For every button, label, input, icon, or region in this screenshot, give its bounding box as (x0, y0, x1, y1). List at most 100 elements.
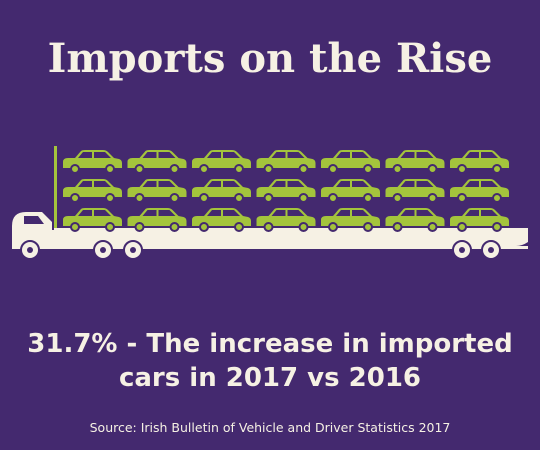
car-window (78, 181, 92, 187)
car-window (207, 152, 221, 158)
car-window (271, 152, 286, 158)
car-window (416, 210, 434, 216)
car-window (287, 210, 305, 216)
car-icon (385, 179, 445, 203)
car-window (94, 152, 111, 158)
car-wheel (199, 222, 209, 232)
car-window (271, 210, 286, 216)
car-wheel (134, 222, 145, 232)
car-window (416, 152, 434, 158)
title: Imports on the Rise (48, 35, 493, 82)
car-wheel (492, 193, 502, 203)
car-rack (63, 150, 509, 232)
car-icon (321, 208, 380, 232)
truck-illustration (12, 146, 528, 249)
car-wheel (298, 164, 309, 174)
car-window (400, 210, 415, 216)
car-window (223, 210, 240, 216)
car-icon (192, 179, 251, 203)
car-wheel (392, 222, 403, 232)
wheel-hub (130, 247, 136, 253)
car-window (481, 210, 498, 216)
car-wheel (169, 222, 180, 232)
car-window (336, 152, 350, 158)
source: Source: Irish Bulletin of Vehicle and Dr… (90, 420, 451, 435)
car-icon (256, 208, 316, 232)
car-icon (192, 208, 251, 232)
car-window (142, 152, 157, 158)
car-icon (192, 150, 251, 174)
bed-bottom (12, 246, 528, 249)
car-wheel (298, 222, 309, 232)
car-window (223, 152, 240, 158)
car-window (207, 181, 221, 187)
car-wheel (328, 193, 338, 203)
car-wheel (363, 193, 373, 203)
wheel-hub (488, 247, 494, 253)
wheel-hub (27, 247, 33, 253)
car-wheel (427, 193, 438, 203)
truck-wheels (20, 240, 501, 260)
car-wheel (105, 222, 115, 232)
car-window (142, 210, 157, 216)
car-window (400, 181, 415, 187)
car-wheel (105, 193, 115, 203)
car-window (142, 181, 157, 187)
car-window (271, 181, 286, 187)
car-window (207, 210, 221, 216)
car-icon (385, 150, 445, 174)
car-icon (63, 179, 122, 203)
car-icon (256, 150, 316, 174)
car-icon (127, 179, 187, 203)
car-window (78, 210, 92, 216)
wheel-hub (100, 247, 106, 253)
car-icon (127, 150, 187, 174)
car-wheel (70, 164, 80, 174)
headline-line: 31.7% - The increase in imported (27, 329, 512, 359)
car-wheel (234, 222, 244, 232)
car-window (223, 181, 240, 187)
car-icon (127, 208, 187, 232)
car-wheel (105, 164, 115, 174)
car-icon (450, 208, 509, 232)
car-window (352, 181, 369, 187)
cab-window (24, 216, 44, 224)
car-window (416, 181, 434, 187)
car-wheel (263, 193, 274, 203)
car-icon (385, 208, 445, 232)
car-icon (63, 150, 122, 174)
car-wheel (234, 193, 244, 203)
car-window (336, 210, 350, 216)
car-window (94, 181, 111, 187)
wheel-hub (459, 247, 465, 253)
car-window (481, 181, 498, 187)
car-wheel (169, 193, 180, 203)
car-window (78, 152, 92, 158)
car-wheel (392, 164, 403, 174)
rack-pole (54, 146, 57, 230)
headline-line: cars in 2017 vs 2016 (119, 363, 421, 393)
car-icon (63, 208, 122, 232)
car-wheel (298, 193, 309, 203)
car-wheel (263, 222, 274, 232)
car-wheel (427, 222, 438, 232)
car-window (287, 152, 305, 158)
car-wheel (363, 164, 373, 174)
car-wheel (263, 164, 274, 174)
car-window (158, 210, 176, 216)
car-wheel (457, 193, 467, 203)
car-window (400, 152, 415, 158)
trailer-body (12, 212, 528, 246)
car-wheel (134, 164, 145, 174)
car-icon (450, 179, 509, 203)
car-wheel (169, 164, 180, 174)
car-wheel (134, 193, 145, 203)
car-wheel (363, 222, 373, 232)
car-wheel (234, 164, 244, 174)
car-wheel (199, 164, 209, 174)
car-wheel (492, 222, 502, 232)
car-window (352, 152, 369, 158)
car-icon (321, 150, 380, 174)
car-window (336, 181, 350, 187)
